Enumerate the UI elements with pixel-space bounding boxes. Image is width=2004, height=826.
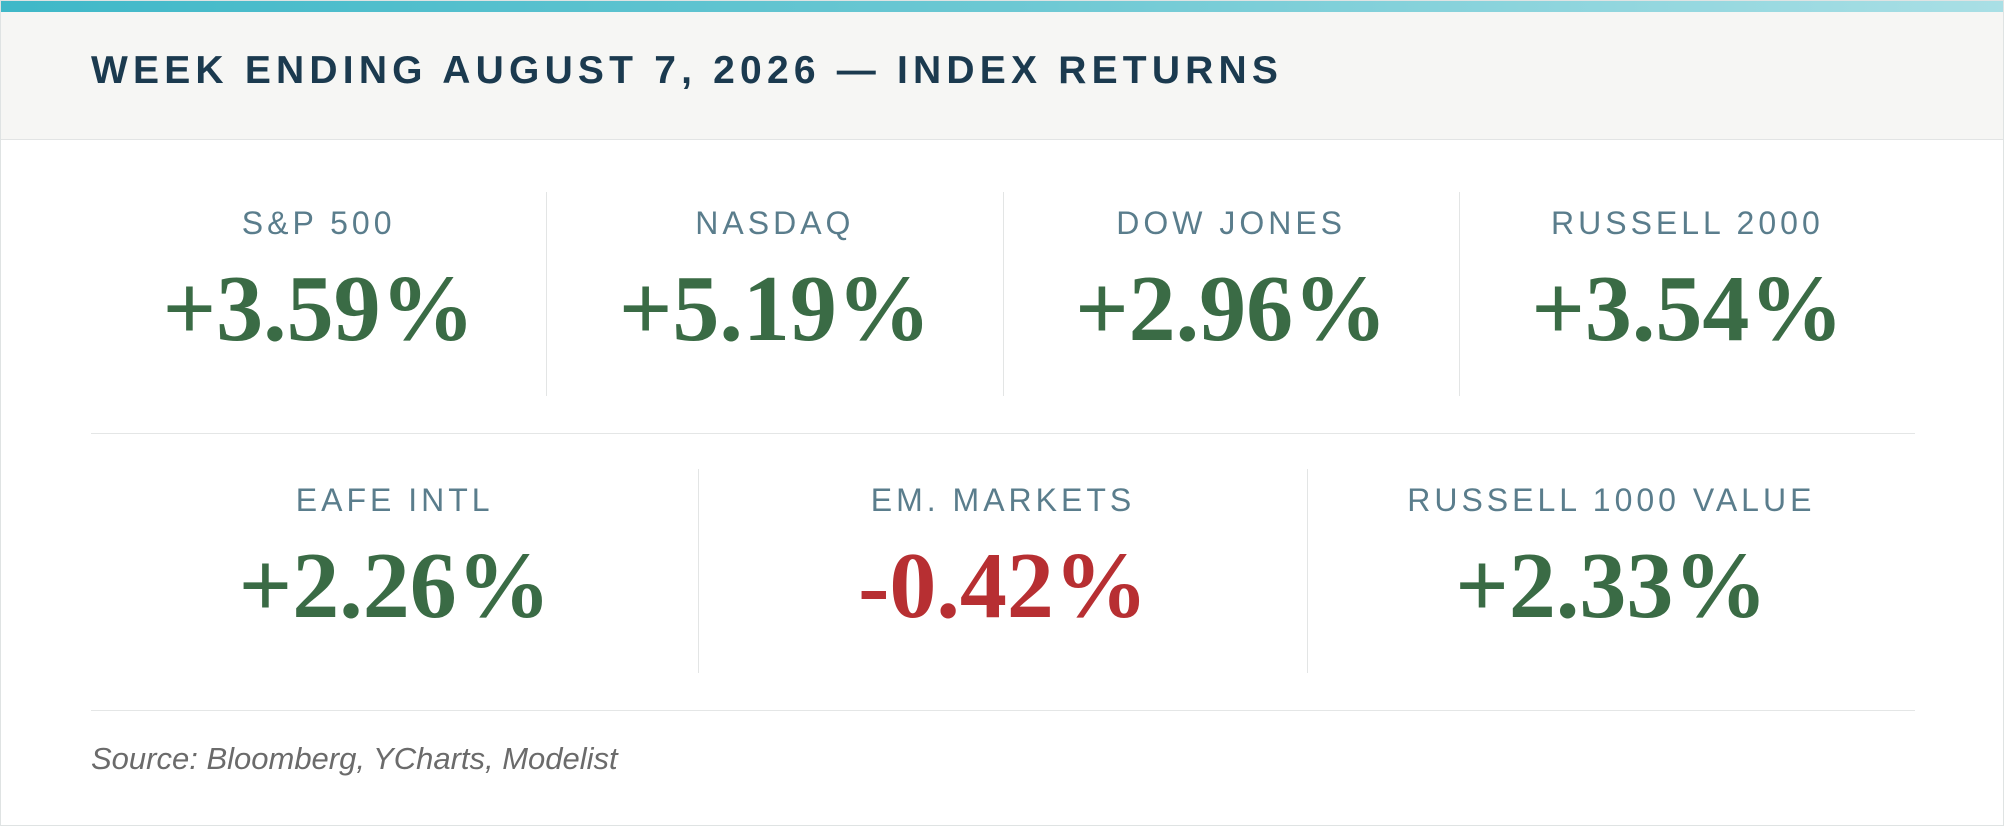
index-tile-eafe-intl: EAFE INTL +2.26% xyxy=(91,469,698,673)
index-row-primary: S&P 500 +3.59% NASDAQ +5.19% DOW JONES +… xyxy=(91,192,1915,396)
index-label: EAFE INTL xyxy=(295,482,494,518)
source-note: Source: Bloomberg, YCharts, Modelist xyxy=(91,741,618,776)
index-row-secondary: EAFE INTL +2.26% EM. MARKETS -0.42% RUSS… xyxy=(91,469,1915,673)
index-label: DOW JONES xyxy=(1116,205,1347,241)
index-return-value: +2.33% xyxy=(1455,534,1768,638)
index-tile-russell-1000-value: RUSSELL 1000 VALUE +2.33% xyxy=(1306,469,1915,673)
index-label: EM. MARKETS xyxy=(870,482,1136,518)
index-return-value: +2.26% xyxy=(238,534,551,638)
index-tile-dow-jones: DOW JONES +2.96% xyxy=(1002,192,1459,396)
index-label: RUSSELL 2000 xyxy=(1551,205,1824,241)
index-return-value: -0.42% xyxy=(858,534,1148,638)
index-return-value: +2.96% xyxy=(1075,257,1388,361)
footer-divider xyxy=(91,710,1915,711)
accent-bar xyxy=(1,1,2003,12)
page-title: WEEK ENDING AUGUST 7, 2026 — INDEX RETUR… xyxy=(91,49,1284,92)
index-tile-russell-2000: RUSSELL 2000 +3.54% xyxy=(1458,192,1915,396)
index-return-value: +5.19% xyxy=(618,257,931,361)
index-tile-em-markets: EM. MARKETS -0.42% xyxy=(698,469,1306,673)
index-label: NASDAQ xyxy=(695,205,855,241)
index-return-value: +3.54% xyxy=(1531,257,1844,361)
row-divider xyxy=(91,433,1915,434)
index-tile-sp500: S&P 500 +3.59% xyxy=(91,192,546,396)
index-label: RUSSELL 1000 VALUE xyxy=(1407,482,1816,518)
index-label: S&P 500 xyxy=(241,205,396,241)
index-return-value: +3.59% xyxy=(162,257,475,361)
card-header: WEEK ENDING AUGUST 7, 2026 — INDEX RETUR… xyxy=(1,12,2003,140)
index-tile-nasdaq: NASDAQ +5.19% xyxy=(546,192,1002,396)
